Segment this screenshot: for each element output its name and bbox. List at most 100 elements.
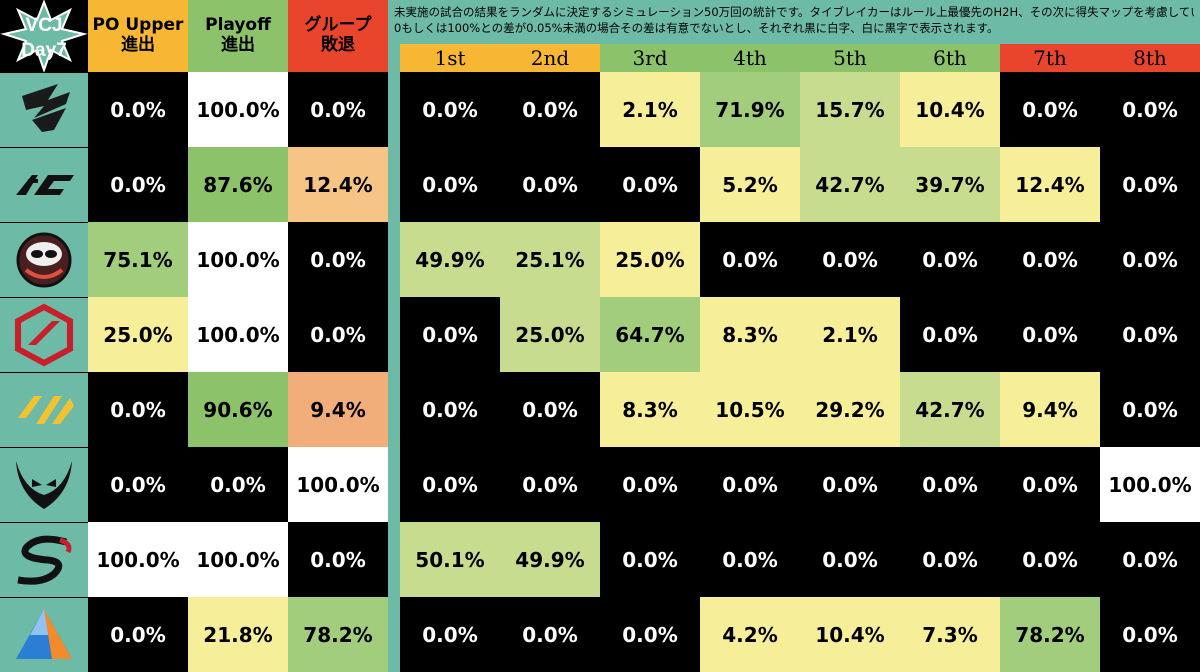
- table-cell: 42.7%: [800, 147, 900, 222]
- star-burst-icon: VCJ Day7: [0, 0, 88, 74]
- team-logo-5: [0, 447, 88, 522]
- table-cell: 9.4%: [288, 372, 388, 447]
- table-cell: 2.1%: [800, 297, 900, 372]
- table-cell: 71.9%: [700, 72, 800, 147]
- table-cell: 0.0%: [88, 372, 188, 447]
- header-1: Playoff 進出: [188, 0, 288, 72]
- place-header-4th: 4th: [700, 44, 800, 72]
- header-0: PO Upper 進出: [88, 0, 188, 72]
- badge-line2: Day7: [21, 40, 66, 61]
- team-logo-3: [0, 297, 88, 372]
- table-cell: 39.7%: [900, 147, 1000, 222]
- table-cell: 100.0%: [188, 522, 288, 597]
- table-cell: 0.0%: [1100, 372, 1200, 447]
- table-cell: 0.0%: [600, 597, 700, 672]
- table-cell: 0.0%: [1100, 522, 1200, 597]
- table-cell: 0.0%: [1100, 147, 1200, 222]
- table-cell: 0.0%: [1000, 447, 1100, 522]
- table-cell: 0.0%: [1000, 522, 1100, 597]
- table-cell: 0.0%: [400, 147, 500, 222]
- place-header-1st: 1st: [400, 44, 500, 72]
- table-cell: 0.0%: [900, 522, 1000, 597]
- raccoon-logo-icon: [16, 232, 72, 288]
- swirl-logo-icon: [17, 535, 72, 585]
- table-cell: 0.0%: [188, 447, 288, 522]
- table-cell: 0.0%: [500, 447, 600, 522]
- table-cell: 0.0%: [600, 447, 700, 522]
- place-header-3rd: 3rd: [600, 44, 700, 72]
- peak-logo-icon: [16, 609, 72, 659]
- header-line2: 敗退: [321, 35, 355, 55]
- table-cell: 75.1%: [88, 222, 188, 297]
- team-logo-7: [0, 597, 88, 672]
- header-2: グループ 敗退: [288, 0, 388, 72]
- table-cell: 100.0%: [1100, 447, 1200, 522]
- table-cell: 100.0%: [188, 222, 288, 297]
- table-cell: 0.0%: [288, 297, 388, 372]
- stripes-logo-icon: [18, 396, 74, 424]
- place-header-2nd: 2nd: [500, 44, 600, 72]
- note-line-2: 0もしくは100%との差が0.05%未満の場合その差は有意でないとし、それぞれ黒…: [394, 21, 999, 35]
- table-cell: 50.1%: [400, 522, 500, 597]
- horns-logo-icon: [16, 461, 72, 509]
- place-header-7th: 7th: [1000, 44, 1100, 72]
- table-cell: 0.0%: [900, 297, 1000, 372]
- table-cell: 0.0%: [800, 222, 900, 297]
- header-line1: グループ: [304, 15, 372, 36]
- table-cell: 0.0%: [500, 72, 600, 147]
- team-logo-1: [0, 147, 88, 222]
- table-cell: 5.2%: [700, 147, 800, 222]
- table-cell: 21.8%: [188, 597, 288, 672]
- team-logo-0: [0, 72, 88, 147]
- table-cell: 0.0%: [700, 522, 800, 597]
- note-banner: 未実施の試合の結果をランダムに決定するシミュレーション50万回の統計です。タイブ…: [388, 0, 1200, 44]
- table-cell: 100.0%: [188, 72, 288, 147]
- header-line2: 進出: [121, 35, 155, 55]
- table-cell: 10.4%: [800, 597, 900, 672]
- table-cell: 49.9%: [500, 522, 600, 597]
- table-cell: 64.7%: [600, 297, 700, 372]
- table-cell: 0.0%: [88, 447, 188, 522]
- table-cell: 0.0%: [288, 72, 388, 147]
- table-cell: 12.4%: [288, 147, 388, 222]
- table-cell: 25.0%: [600, 222, 700, 297]
- table-cell: 10.5%: [700, 372, 800, 447]
- table-cell: 0.0%: [1000, 72, 1100, 147]
- table-cell: 78.2%: [1000, 597, 1100, 672]
- table-cell: 90.6%: [188, 372, 288, 447]
- table-cell: 8.3%: [600, 372, 700, 447]
- table-cell: 0.0%: [700, 222, 800, 297]
- table-cell: 0.0%: [400, 297, 500, 372]
- table-cell: 100.0%: [288, 447, 388, 522]
- table-cell: 0.0%: [1100, 72, 1200, 147]
- table-cell: 8.3%: [700, 297, 800, 372]
- table-cell: 0.0%: [1100, 222, 1200, 297]
- table-cell: 4.2%: [700, 597, 800, 672]
- table-cell: 25.0%: [88, 297, 188, 372]
- place-header-6th: 6th: [900, 44, 1000, 72]
- note-line-1: 未実施の試合の結果をランダムに決定するシミュレーション50万回の統計です。タイブ…: [394, 5, 1194, 19]
- table-cell: 29.2%: [800, 372, 900, 447]
- table-cell: 0.0%: [500, 597, 600, 672]
- table-cell: 25.0%: [500, 297, 600, 372]
- table-cell: 12.4%: [1000, 147, 1100, 222]
- place-header-8th: 8th: [1100, 44, 1200, 72]
- team-logo-4: [0, 372, 88, 447]
- table-cell: 0.0%: [1100, 297, 1200, 372]
- header-line2: 進出: [221, 35, 255, 55]
- table-cell: 0.0%: [900, 447, 1000, 522]
- table-cell: 0.0%: [800, 447, 900, 522]
- vcj-day-badge: VCJ Day7: [0, 0, 88, 74]
- monogram-logo-icon: [16, 175, 74, 195]
- table-cell: 100.0%: [188, 297, 288, 372]
- place-header-5th: 5th: [800, 44, 900, 72]
- table-cell: 0.0%: [400, 72, 500, 147]
- table-cell: 0.0%: [88, 147, 188, 222]
- arrow-logo-icon: [22, 84, 70, 132]
- table-cell: 7.3%: [900, 597, 1000, 672]
- team-logo-6: [0, 522, 88, 597]
- table-cell: 0.0%: [288, 522, 388, 597]
- table-cell: 0.0%: [1000, 222, 1100, 297]
- table-cell: 0.0%: [800, 522, 900, 597]
- table-cell: 9.4%: [1000, 372, 1100, 447]
